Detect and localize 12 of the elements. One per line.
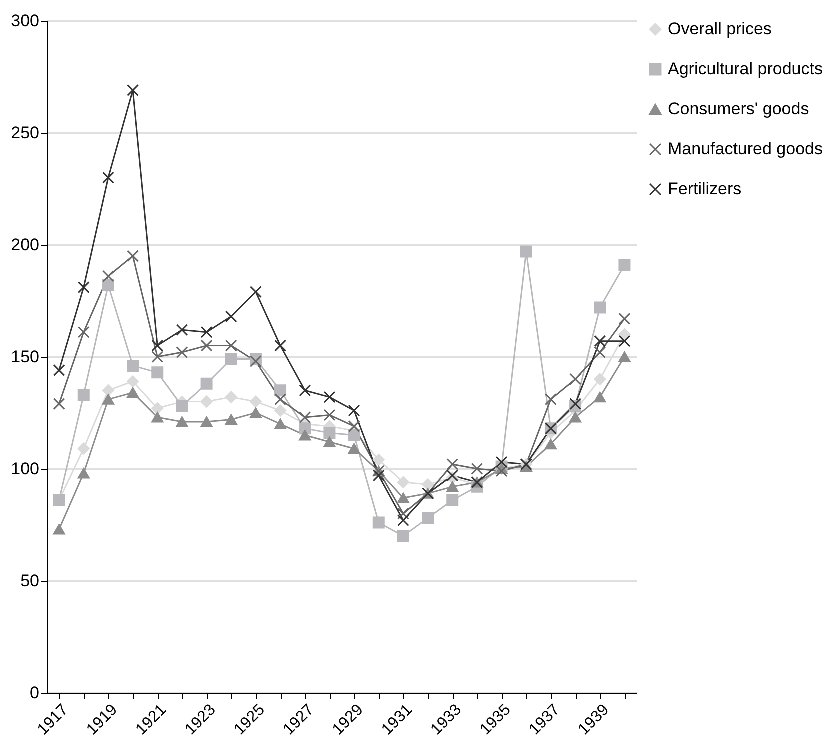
y-tick-label: 100 bbox=[11, 460, 40, 478]
y-tick-label: 250 bbox=[11, 124, 40, 142]
legend-label: Fertilizers bbox=[668, 180, 742, 198]
y-tick-label: 150 bbox=[11, 348, 40, 366]
legend-label: Overall prices bbox=[668, 20, 772, 38]
legend-label: Agricultural products bbox=[668, 60, 823, 78]
y-tick-label: 50 bbox=[20, 572, 40, 590]
y-tick-label: 0 bbox=[30, 684, 40, 702]
legend-label: Consumers' goods bbox=[668, 100, 810, 118]
y-tick-label: 200 bbox=[11, 236, 40, 254]
legend-label: Manufactured goods bbox=[668, 140, 823, 158]
y-tick-label: 300 bbox=[11, 12, 40, 30]
